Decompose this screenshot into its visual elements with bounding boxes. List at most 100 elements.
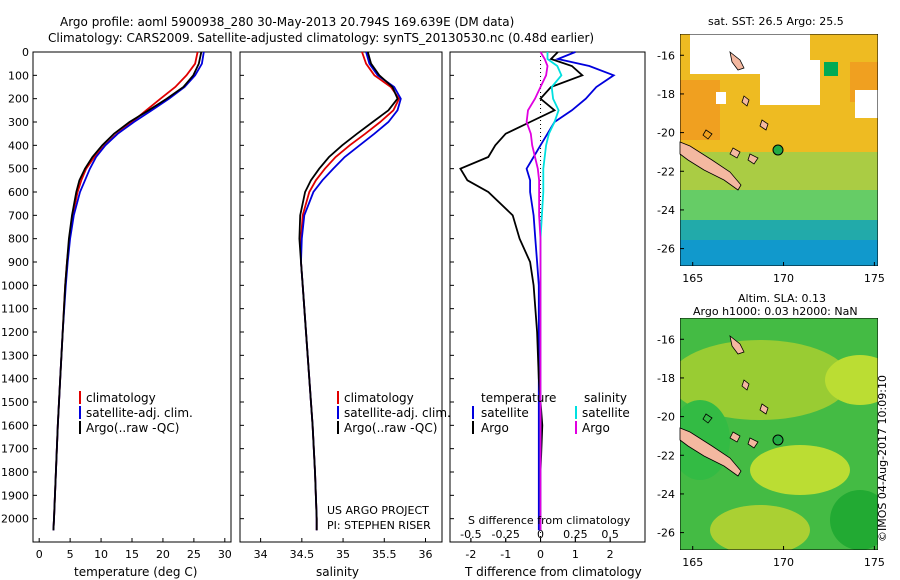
y-tick-label: 1900	[1, 489, 29, 502]
salinity-axis-label: salinity	[316, 565, 359, 579]
y-tick-label: 400	[8, 139, 29, 152]
map-lon-tick-label: 175	[864, 556, 885, 569]
legend-label-s-argo: Argo	[582, 421, 610, 435]
sla-map-islands	[679, 335, 769, 477]
t-diff-argo-line	[459, 51, 585, 531]
map-lat-tick-label: -20	[657, 127, 675, 140]
salinity-argo-line	[298, 51, 399, 531]
map-lat-tick-label: -26	[657, 243, 675, 256]
s-diff-x-tick-label: 0	[537, 528, 544, 541]
sla-map-field	[680, 318, 878, 550]
s-diff-x-tick-label: -0.5	[460, 528, 481, 541]
map-lat-tick-label: -18	[657, 88, 675, 101]
y-tick-label: 1600	[1, 419, 29, 432]
salinity-x-tick-label: 35	[336, 548, 350, 561]
temperature-x-tick-label: 20	[156, 548, 170, 561]
y-tick-label: 700	[8, 209, 29, 222]
y-tick-label: 1100	[1, 303, 29, 316]
temperature-x-tick-label: 25	[187, 548, 201, 561]
salinity-x-tick-label: 34.5	[290, 548, 315, 561]
map-lon-tick-label: 170	[773, 556, 794, 569]
legend-title-salinity: salinity	[584, 391, 627, 405]
salinity-x-tick-label: 35.5	[372, 548, 397, 561]
legend-label-t-satellite: satellite	[481, 406, 529, 420]
map-lat-tick-label: -22	[657, 165, 675, 178]
y-tick-label: 1500	[1, 396, 29, 409]
y-tick-label: 100	[8, 69, 29, 82]
s-diff-x-tick-label: -0.25	[491, 528, 519, 541]
salinity-legend: climatology satellite-adj. clim. Argo(..…	[327, 391, 451, 532]
map-lat-tick-label: -16	[657, 49, 675, 62]
map-lon-tick-label: 165	[682, 272, 703, 285]
salinity-panel-frame	[239, 51, 443, 543]
reef-outline	[702, 129, 713, 140]
temperature-x-tick-label: 30	[218, 548, 232, 561]
map-lon-tick-label: 170	[773, 272, 794, 285]
legend-label-satellite: satellite-adj. clim.	[86, 406, 193, 420]
s-diff-satellite-line	[539, 52, 563, 531]
map-lat-tick-label: -20	[657, 411, 675, 424]
y-tick-label: 1000	[1, 279, 29, 292]
temperature-x-tick-label: 5	[67, 548, 74, 561]
map-lon-tick-label: 165	[682, 556, 703, 569]
sla-map-title-line2: Argo h1000: 0.03 h2000: NaN	[693, 305, 858, 318]
vanuatu-island	[759, 119, 769, 131]
y-tick-label: 300	[8, 116, 29, 129]
map-lat-tick-label: -24	[657, 488, 675, 501]
temperature-x-tick-label: 10	[94, 548, 108, 561]
vanuatu-island	[759, 403, 769, 415]
y-tick-label: 500	[8, 163, 29, 176]
y-tick-label: 200	[8, 93, 29, 106]
sst-map-field	[680, 34, 878, 266]
project-annotation: US ARGO PROJECT	[327, 504, 429, 517]
salinity-x-tick-label: 34	[254, 548, 268, 561]
y-tick-label: 1800	[1, 466, 29, 479]
argo-float-marker	[772, 434, 784, 446]
salinity-x-tick-label: 36	[419, 548, 433, 561]
s-diff-x-tick-label: 0.5	[601, 528, 619, 541]
t-diff-x-tick-label: -2	[465, 548, 476, 561]
y-tick-label: 900	[8, 256, 29, 269]
t-difference-axis-label: T difference from climatology	[464, 565, 642, 579]
t-diff-x-tick-label: 0	[537, 548, 544, 561]
s-diff-x-tick-label: 0.25	[563, 528, 588, 541]
map-lat-tick-label: -24	[657, 204, 675, 217]
temperature-argo-line	[52, 51, 203, 531]
y-tick-label: 800	[8, 233, 29, 246]
temperature-legend: climatology satellite-adj. clim. Argo(..…	[79, 391, 193, 435]
temperature-climatology-line	[52, 51, 199, 531]
sla-map-title-line1: Altim. SLA: 0.13	[738, 292, 826, 305]
temperature-panel-frame	[32, 51, 232, 543]
difference-legend: temperature salinity satellite Argo sate…	[472, 391, 630, 435]
legend-label-argo: Argo(..raw -QC)	[344, 421, 437, 435]
t-diff-x-tick-label: -1	[500, 548, 511, 561]
legend-title-temperature: temperature	[481, 391, 556, 405]
argo-float-marker	[772, 144, 784, 156]
new-caledonia-island	[679, 141, 742, 191]
reef-outline	[702, 413, 713, 424]
figure-title-line1: Argo profile: aoml 5900938_280 30-May-20…	[60, 15, 514, 29]
legend-label-t-argo: Argo	[481, 421, 509, 435]
sst-map-title: sat. SST: 26.5 Argo: 25.5	[708, 15, 844, 28]
temperature-x-tick-label: 0	[36, 548, 43, 561]
y-tick-label: 0	[22, 46, 29, 59]
difference-panel-frame	[449, 51, 646, 543]
legend-label-argo: Argo(..raw -QC)	[86, 421, 179, 435]
new-caledonia-island	[679, 427, 742, 477]
y-tick-label: 1400	[1, 373, 29, 386]
legend-label-climatology: climatology	[86, 391, 156, 405]
s-diff-argo-line	[525, 51, 549, 531]
map-lat-tick-label: -26	[657, 527, 675, 540]
vanuatu-island	[729, 335, 745, 355]
map-lon-tick-label: 175	[864, 272, 885, 285]
figure-title-line2: Climatology: CARS2009. Satellite-adjuste…	[48, 31, 594, 45]
t-diff-x-tick-label: 2	[607, 548, 614, 561]
vanuatu-island	[741, 379, 750, 391]
imos-timestamp: ©IMOS 04-Aug-2017 10:09:10	[876, 375, 889, 542]
y-tick-label: 2000	[1, 513, 29, 526]
y-tick-label: 1300	[1, 349, 29, 362]
legend-label-satellite: satellite-adj. clim.	[344, 406, 451, 420]
loyalty-island	[747, 437, 759, 449]
map-lat-tick-label: -22	[657, 449, 675, 462]
